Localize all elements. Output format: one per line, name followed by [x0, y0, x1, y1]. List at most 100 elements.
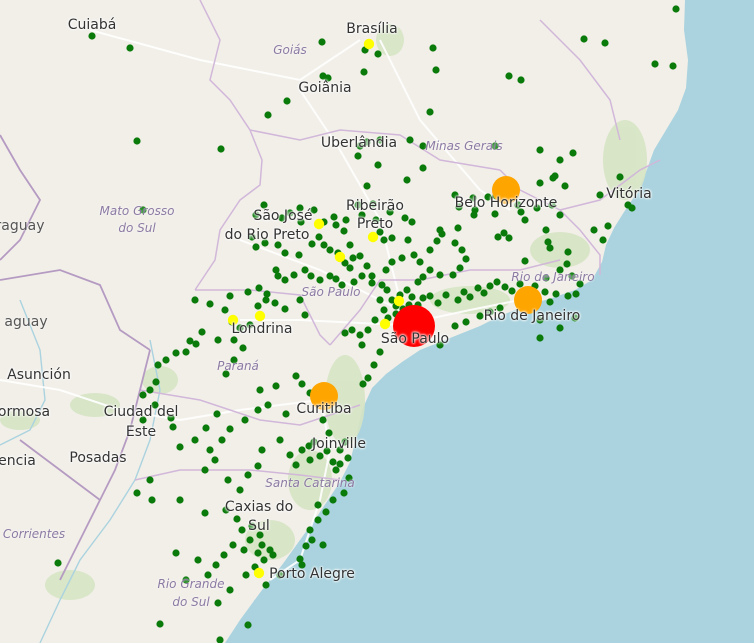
small-marker[interactable]: [376, 136, 384, 144]
small-marker[interactable]: [491, 210, 499, 218]
small-marker[interactable]: [222, 506, 230, 514]
small-marker[interactable]: [556, 156, 564, 164]
small-marker[interactable]: [320, 241, 328, 249]
small-marker[interactable]: [263, 290, 271, 298]
small-marker[interactable]: [211, 456, 219, 464]
small-marker[interactable]: [308, 240, 316, 248]
small-marker[interactable]: [564, 248, 572, 256]
small-marker[interactable]: [419, 142, 427, 150]
small-marker[interactable]: [403, 176, 411, 184]
small-marker[interactable]: [176, 443, 184, 451]
small-marker[interactable]: [298, 380, 306, 388]
small-marker[interactable]: [408, 218, 416, 226]
small-marker[interactable]: [126, 44, 134, 52]
small-marker[interactable]: [269, 551, 277, 559]
small-marker[interactable]: [162, 356, 170, 364]
small-marker[interactable]: [226, 586, 234, 594]
small-marker[interactable]: [332, 466, 340, 474]
small-marker[interactable]: [496, 304, 504, 312]
small-marker[interactable]: [454, 224, 462, 232]
small-marker[interactable]: [298, 561, 306, 569]
small-marker[interactable]: [217, 145, 225, 153]
small-marker[interactable]: [239, 344, 247, 352]
small-marker[interactable]: [272, 382, 280, 390]
small-marker[interactable]: [542, 274, 550, 282]
small-marker[interactable]: [302, 542, 310, 550]
small-marker[interactable]: [236, 324, 244, 332]
small-marker[interactable]: [436, 271, 444, 279]
small-marker[interactable]: [501, 283, 509, 291]
small-marker[interactable]: [514, 201, 522, 209]
small-marker[interactable]: [256, 531, 264, 539]
small-marker[interactable]: [449, 271, 457, 279]
small-marker[interactable]: [226, 425, 234, 433]
small-marker[interactable]: [358, 272, 366, 280]
small-marker[interactable]: [426, 108, 434, 116]
small-marker[interactable]: [580, 35, 588, 43]
small-marker[interactable]: [590, 226, 598, 234]
small-marker[interactable]: [561, 182, 569, 190]
small-marker[interactable]: [240, 546, 248, 554]
small-marker[interactable]: [252, 211, 260, 219]
small-marker[interactable]: [354, 201, 362, 209]
small-marker[interactable]: [382, 266, 390, 274]
small-marker[interactable]: [386, 208, 394, 216]
small-marker[interactable]: [242, 571, 250, 579]
small-marker[interactable]: [433, 237, 441, 245]
small-marker[interactable]: [148, 496, 156, 504]
small-marker[interactable]: [201, 466, 209, 474]
medium-marker[interactable]: [334, 251, 346, 263]
largest-markers[interactable]: [393, 305, 435, 347]
small-marker[interactable]: [404, 236, 412, 244]
small-marker[interactable]: [369, 200, 377, 208]
small-marker[interactable]: [383, 286, 391, 294]
small-marker[interactable]: [255, 284, 263, 292]
small-marker[interactable]: [325, 429, 333, 437]
small-marker[interactable]: [556, 324, 564, 332]
small-marker[interactable]: [272, 266, 280, 274]
small-marker[interactable]: [324, 74, 332, 82]
small-marker[interactable]: [429, 44, 437, 52]
small-marker[interactable]: [350, 278, 358, 286]
small-marker[interactable]: [191, 436, 199, 444]
small-marker[interactable]: [241, 416, 249, 424]
small-marker[interactable]: [363, 262, 371, 270]
small-marker[interactable]: [414, 278, 422, 286]
small-marker[interactable]: [466, 293, 474, 301]
small-marker[interactable]: [451, 239, 459, 247]
small-marker[interactable]: [246, 321, 254, 329]
small-marker[interactable]: [516, 280, 524, 288]
small-marker[interactable]: [376, 348, 384, 356]
small-marker[interactable]: [316, 452, 324, 460]
small-marker[interactable]: [486, 282, 494, 290]
small-marker[interactable]: [329, 496, 337, 504]
small-marker[interactable]: [260, 201, 268, 209]
small-marker[interactable]: [202, 424, 210, 432]
small-marker[interactable]: [221, 306, 229, 314]
small-marker[interactable]: [552, 290, 560, 298]
small-marker[interactable]: [341, 259, 349, 267]
small-marker[interactable]: [151, 401, 159, 409]
small-marker[interactable]: [669, 62, 677, 70]
small-marker[interactable]: [254, 406, 262, 414]
small-marker[interactable]: [371, 316, 379, 324]
small-marker[interactable]: [491, 142, 499, 150]
small-marker[interactable]: [236, 486, 244, 494]
small-marker[interactable]: [186, 337, 194, 345]
small-marker[interactable]: [364, 326, 372, 334]
small-marker[interactable]: [326, 272, 334, 280]
small-marker[interactable]: [218, 436, 226, 444]
small-marker[interactable]: [206, 300, 214, 308]
small-marker[interactable]: [254, 549, 262, 557]
small-marker[interactable]: [316, 276, 324, 284]
small-marker[interactable]: [474, 284, 482, 292]
small-marker[interactable]: [546, 244, 554, 252]
small-marker[interactable]: [256, 386, 264, 394]
medium-marker[interactable]: [313, 218, 325, 230]
small-marker[interactable]: [628, 204, 636, 212]
small-marker[interactable]: [230, 336, 238, 344]
small-marker[interactable]: [416, 258, 424, 266]
small-marker[interactable]: [546, 298, 554, 306]
small-marker[interactable]: [616, 173, 624, 181]
small-marker[interactable]: [286, 451, 294, 459]
